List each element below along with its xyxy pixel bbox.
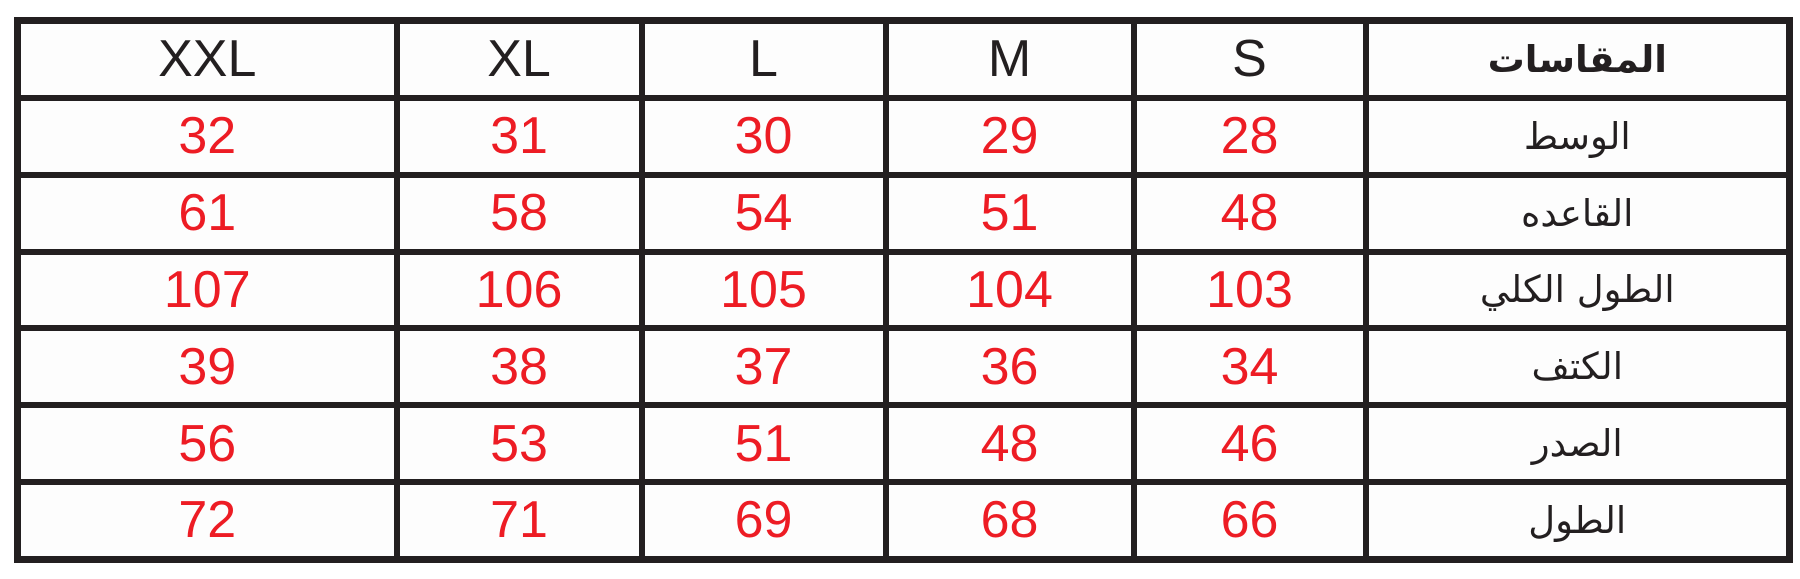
value-cell: 68 bbox=[882, 478, 1137, 563]
value-cell: 103 bbox=[1130, 248, 1369, 332]
header-cell-xxl: XXL bbox=[14, 17, 400, 101]
value-cell: 30 bbox=[638, 94, 889, 178]
header-cell-m: M bbox=[882, 17, 1137, 101]
value-cell: 53 bbox=[393, 402, 645, 485]
table-row-total-length: 107 106 105 104 103 الطول الكلي bbox=[14, 248, 1793, 332]
value-cell: 38 bbox=[393, 325, 645, 409]
header-cell-measurements: المقاسات bbox=[1362, 17, 1793, 101]
value-cell: 71 bbox=[393, 478, 645, 563]
value-cell: 46 bbox=[1130, 402, 1369, 485]
table-row-base: 61 58 54 51 48 القاعده bbox=[14, 171, 1793, 255]
value-cell: 32 bbox=[14, 94, 400, 178]
header-cell-xl: XL bbox=[393, 17, 645, 101]
value-cell: 107 bbox=[14, 248, 400, 332]
value-cell: 48 bbox=[1130, 171, 1369, 255]
value-cell: 34 bbox=[1130, 325, 1369, 409]
measurement-label: القاعده bbox=[1362, 171, 1793, 255]
table-row-waist: 32 31 30 29 28 الوسط bbox=[14, 94, 1793, 178]
measurement-label: الوسط bbox=[1362, 94, 1793, 178]
value-cell: 61 bbox=[14, 171, 400, 255]
value-cell: 104 bbox=[882, 248, 1137, 332]
value-cell: 31 bbox=[393, 94, 645, 178]
value-cell: 56 bbox=[14, 402, 400, 485]
header-cell-l: L bbox=[638, 17, 889, 101]
value-cell: 66 bbox=[1130, 478, 1369, 563]
header-row: XXL XL L M S المقاسات bbox=[14, 17, 1793, 101]
value-cell: 39 bbox=[14, 325, 400, 409]
value-cell: 72 bbox=[14, 478, 400, 563]
header-cell-s: S bbox=[1130, 17, 1369, 101]
value-cell: 51 bbox=[638, 402, 889, 485]
value-cell: 106 bbox=[393, 248, 645, 332]
table-row-length: 72 71 69 68 66 الطول bbox=[14, 478, 1793, 563]
value-cell: 36 bbox=[882, 325, 1137, 409]
table-row-shoulder: 39 38 37 36 34 الكتف bbox=[14, 325, 1793, 409]
value-cell: 29 bbox=[882, 94, 1137, 178]
measurement-label: الكتف bbox=[1362, 325, 1793, 409]
value-cell: 105 bbox=[638, 248, 889, 332]
measurement-label: الطول bbox=[1362, 478, 1793, 563]
value-cell: 58 bbox=[393, 171, 645, 255]
measurement-label: الصدر bbox=[1362, 402, 1793, 485]
value-cell: 51 bbox=[882, 171, 1137, 255]
size-chart-table: XXL XL L M S المقاسات 32 31 30 29 28 الو… bbox=[14, 17, 1793, 563]
value-cell: 48 bbox=[882, 402, 1137, 485]
value-cell: 69 bbox=[638, 478, 889, 563]
value-cell: 28 bbox=[1130, 94, 1369, 178]
value-cell: 54 bbox=[638, 171, 889, 255]
table-row-chest: 56 53 51 48 46 الصدر bbox=[14, 402, 1793, 485]
measurement-label: الطول الكلي bbox=[1362, 248, 1793, 332]
value-cell: 37 bbox=[638, 325, 889, 409]
